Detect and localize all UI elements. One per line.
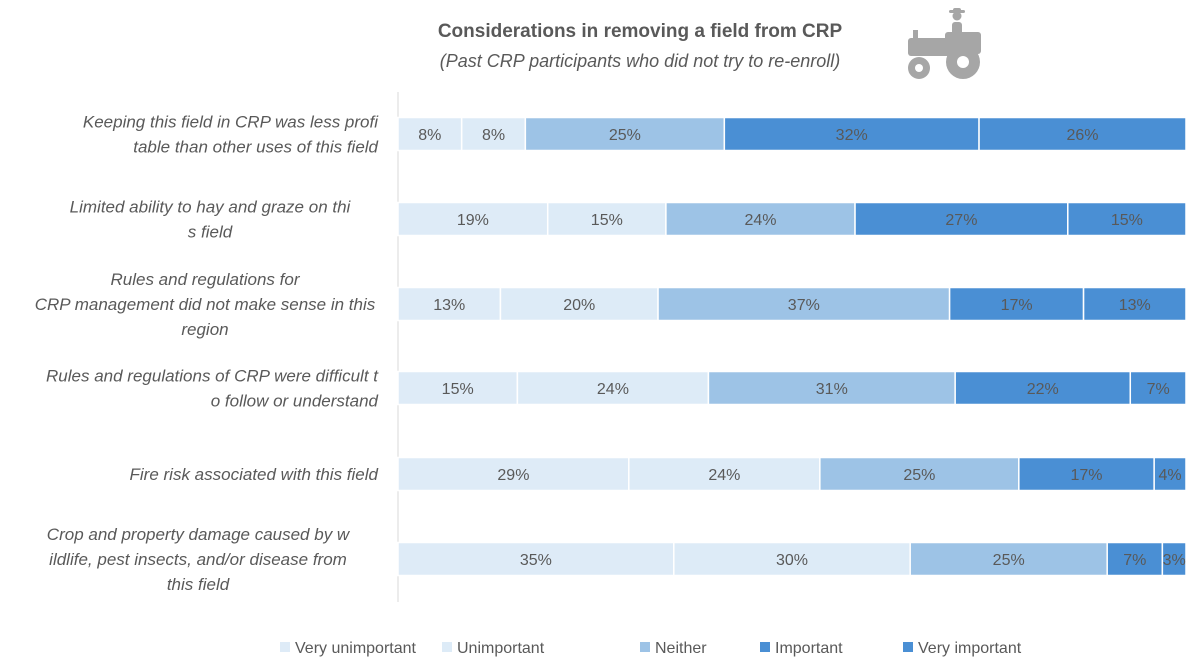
data-label: 13% [433,297,465,314]
bar-segment [819,456,1020,492]
legend-swatch [760,642,770,652]
bar-segment [1129,370,1187,406]
bar-segment [460,116,527,152]
bar-segment [1018,456,1155,492]
tractor-with-farmer-icon [908,8,981,79]
data-label: 17% [1070,467,1102,484]
data-label: 37% [788,297,820,314]
bar-segment [948,286,1085,322]
data-label: 31% [816,381,848,398]
category-label: Rules and regulations of CRP were diffic… [46,367,379,411]
data-label: 15% [442,381,474,398]
bar-segment [954,370,1132,406]
data-label: 7% [1147,381,1170,398]
data-label: 30% [776,552,808,569]
legend-swatch [442,642,452,652]
category-label: Rules and regulations for CRP management … [35,270,376,339]
bar-segment [665,201,856,237]
data-label: 22% [1027,381,1059,398]
legend-label: Very unimportant [295,640,417,657]
legend: Very unimportant Unimportant Neither Import… [280,640,1022,657]
data-label: 25% [903,467,935,484]
data-label: 3% [1163,552,1186,569]
data-label: 17% [1001,297,1033,314]
bar-segment [673,541,911,577]
legend-swatch [640,642,650,652]
bar-segment [1082,286,1187,322]
bar-segment [1106,541,1164,577]
data-label: 25% [609,127,641,144]
data-label: 24% [597,381,629,398]
bar-segment [978,116,1187,152]
bar-segment [909,541,1108,577]
data-label: 27% [945,212,977,229]
legend-label: Very important [918,640,1022,657]
data-label: 25% [993,552,1025,569]
bar-segment [1161,541,1187,577]
category-label: Crop and property damage caused by w ildl… [47,525,351,594]
legend-label: Unimportant [457,640,545,657]
data-label: 35% [520,552,552,569]
legend-label: Important [775,640,843,657]
bar-segment [499,286,659,322]
bar-segment [1067,201,1187,237]
data-label: 24% [708,467,740,484]
data-label: 26% [1067,127,1099,144]
bar-segment [397,201,549,237]
chart-subtitle: (Past CRP participants who did not try t… [440,51,841,71]
data-label: 8% [482,127,505,144]
bar-segment [628,456,821,492]
data-label: 32% [836,127,868,144]
bar-segment [397,541,675,577]
bar-segment [516,370,710,406]
chart-title: Considerations in removing a field from … [438,21,843,42]
data-label: 15% [1111,212,1143,229]
legend-label: Neither [655,640,707,657]
data-label: 24% [744,212,776,229]
data-label: 7% [1123,552,1146,569]
category-label: Keeping this field in CRP was less profi… [83,113,379,157]
data-label: 4% [1159,467,1182,484]
data-label: 29% [497,467,529,484]
data-label: 13% [1119,297,1151,314]
bar-segment [397,456,630,492]
category-label: Fire risk associated with this field [130,465,379,484]
legend-swatch [280,642,290,652]
bar-segment [723,116,980,152]
category-label: Limited ability to hay and graze on thi s… [70,198,352,242]
bar-segment [1153,456,1187,492]
data-label: 20% [563,297,595,314]
data-label: 19% [457,212,489,229]
legend-swatch [903,642,913,652]
data-label: 8% [418,127,441,144]
data-label: 15% [591,212,623,229]
bar-segment [707,370,956,406]
